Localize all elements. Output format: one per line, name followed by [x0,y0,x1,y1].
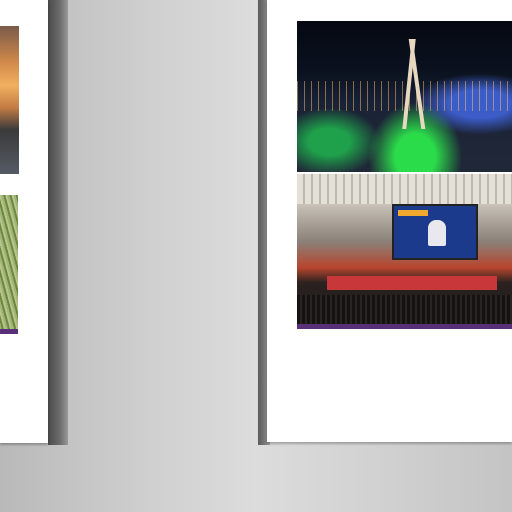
hall-stage [327,276,497,290]
hall-ceiling [297,174,512,204]
left-page-accent-strip [0,329,18,334]
screen-speaker [428,220,446,246]
wheat-field-photo [0,195,18,330]
hall-projection-screen [392,204,478,260]
hall-audience [297,295,512,325]
screen-logo-bar [398,210,428,216]
conference-hall-photo [297,174,512,325]
night-city-photo [297,21,512,172]
sunset-photo [0,26,19,174]
left-page-shadow [48,0,68,445]
right-page-accent-strip [297,324,512,329]
